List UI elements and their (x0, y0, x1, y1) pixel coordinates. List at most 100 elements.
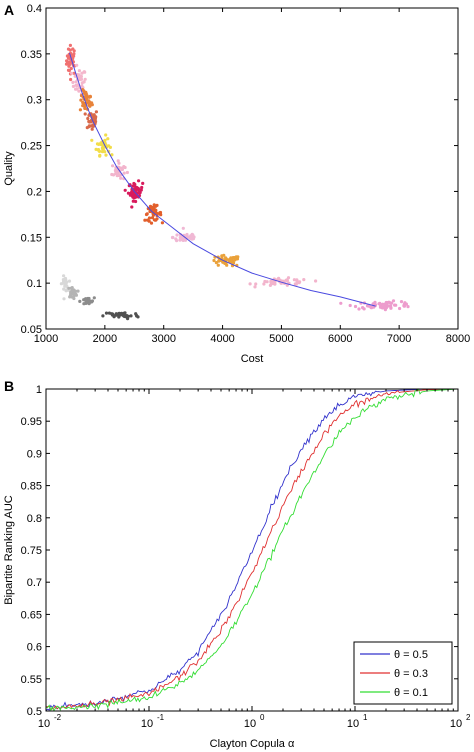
scatter-point-cluster-6 (139, 188, 143, 192)
scatter-point-cluster-10 (248, 282, 252, 286)
scatter-point-cluster-6 (134, 199, 138, 204)
y-tick-label: 0.75 (21, 545, 42, 557)
scatter-point-cluster-11 (406, 305, 410, 309)
scatter-point-cluster-3 (83, 112, 87, 116)
scatter-point-cluster-11 (391, 299, 396, 303)
scatter-point-cluster-1 (77, 69, 81, 73)
scatter-point-cluster-0 (70, 53, 74, 57)
scatter-point-cluster-5 (118, 173, 122, 177)
scatter-point-cluster-1 (71, 80, 75, 84)
scatter-point-cluster-4 (98, 154, 102, 158)
scatter-point-cluster-6 (130, 205, 134, 209)
x-tick-exponent: 0 (260, 713, 265, 722)
scatter-point-cluster-11 (348, 303, 352, 308)
scatter-point-cluster-8 (185, 232, 189, 237)
scatter-point-cluster-1 (70, 71, 74, 75)
scatter-point-cluster-4 (110, 153, 114, 157)
scatter-point-cluster-10 (268, 283, 272, 287)
scatter-point-cluster-4 (97, 148, 101, 152)
panel-b: B 10 -2 10 -1 10 0 10 1 10 2 0.5 0.55 0.6 0.65 0.7 0.75… (0, 376, 474, 752)
scatter-point-cluster-8 (174, 237, 178, 241)
x-tick-label: 4000 (210, 333, 234, 345)
scatter-point-cluster-6 (141, 181, 145, 185)
scatter-point-cluster-4 (97, 142, 101, 146)
scatter-point-cluster-2 (85, 98, 89, 102)
scatter-point-cluster-10 (298, 280, 302, 284)
scatter-point-cluster-11 (371, 302, 375, 306)
scatter-point-cluster-6 (131, 191, 135, 196)
scatter-point-cluster-4 (104, 153, 108, 157)
scatter-point-cluster-11 (404, 302, 408, 306)
scatter-point-cluster-7 (145, 218, 150, 222)
x-tick-label: 10 (244, 718, 256, 730)
scatter-point-cluster-15 (101, 314, 105, 318)
series-line-0 (45, 388, 458, 711)
scatter-point-cluster-7 (143, 218, 147, 222)
y-axis-label-a: Quality (3, 151, 15, 186)
scatter-point-cluster-5 (114, 169, 118, 173)
scatter-point-cluster-11 (369, 305, 373, 309)
scatter-point-cluster-7 (149, 206, 154, 210)
y-tick-label: 0.15 (21, 232, 42, 244)
scatter-point-cluster-10 (284, 278, 288, 282)
scatter-point-cluster-11 (387, 300, 391, 304)
scatter-point-cluster-8 (189, 234, 193, 238)
scatter-point-cluster-10 (302, 278, 306, 282)
scatter-point-cluster-11 (381, 305, 385, 309)
y-tick-label: 0.85 (21, 481, 42, 493)
scatter-point-cluster-8 (178, 238, 182, 242)
scatter-point-cluster-13 (68, 295, 72, 299)
y-tick-label: 0.05 (21, 324, 42, 336)
scatter-point-cluster-4 (104, 133, 108, 137)
y-tick-label: 0.1 (27, 278, 42, 290)
scatter-point-cluster-1 (75, 84, 79, 88)
y-tick-label: 0.55 (21, 674, 42, 686)
scatter-point-cluster-7 (149, 221, 154, 225)
scatter-point-cluster-2 (88, 94, 92, 98)
line-chart-auc: 10 -2 10 -1 10 0 10 1 10 2 0.5 0.55 0.6 0.65 0.7 0.75 0.… (3, 384, 471, 750)
scatter-point-cluster-8 (182, 237, 186, 241)
series-line-1 (45, 388, 458, 711)
scatter-point-cluster-14 (78, 299, 82, 303)
y-tick-label: 0.7 (27, 577, 42, 589)
scatter-point-cluster-6 (140, 185, 144, 190)
scatter-point-cluster-5 (122, 165, 126, 169)
scatter-point-cluster-11 (353, 304, 358, 309)
scatter-point-cluster-4 (108, 145, 112, 149)
scatter-point-cluster-8 (181, 226, 185, 230)
scatter-point-cluster-7 (160, 221, 164, 225)
x-tick-label: 10 (38, 718, 50, 730)
scatter-point-cluster-8 (175, 233, 179, 237)
scatter-point-cluster-11 (339, 301, 343, 305)
scatter-point-cluster-2 (83, 106, 87, 110)
scatter-point-cluster-10 (270, 281, 274, 285)
y-tick-label: 0.25 (21, 141, 42, 153)
scatter-point-cluster-7 (152, 209, 156, 213)
x-tick-label: 10 (141, 718, 153, 730)
scatter-point-cluster-5 (119, 176, 123, 180)
scatter-point-cluster-2 (88, 104, 92, 108)
scatter-point-cluster-11 (390, 301, 394, 305)
scatter-point-cluster-4 (100, 150, 104, 154)
scatter-point-cluster-14 (83, 297, 87, 301)
panel-a: A 1000 2000 3000 4000 5000 6000 7000 8000 0.05 0.… (3, 2, 470, 365)
scatter-point-cluster-12 (62, 287, 66, 291)
scatter-point-cluster-5 (111, 164, 115, 168)
scatter-point-cluster-5 (125, 170, 129, 175)
scatter-point-cluster-2 (81, 88, 85, 92)
scatter-point-cluster-7 (144, 212, 149, 217)
scatter-point-cluster-0 (69, 77, 73, 82)
legend-label-1: θ = 0.3 (394, 668, 428, 680)
scatter-point-cluster-3 (94, 110, 98, 114)
scatter-point-cluster-1 (83, 77, 87, 81)
scatter-point-cluster-15 (110, 312, 115, 316)
y-tick-label: 0.4 (27, 3, 42, 15)
scatter-point-cluster-13 (70, 289, 74, 293)
scatter-point-cluster-13 (72, 296, 76, 301)
scatter-point-cluster-1 (74, 80, 78, 84)
scatter-point-cluster-9 (234, 255, 238, 259)
scatter-point-cluster-0 (72, 71, 76, 75)
scatter-point-cluster-3 (86, 116, 90, 121)
scatter-point-cluster-7 (158, 210, 163, 215)
scatter-point-cluster-11 (377, 302, 381, 306)
